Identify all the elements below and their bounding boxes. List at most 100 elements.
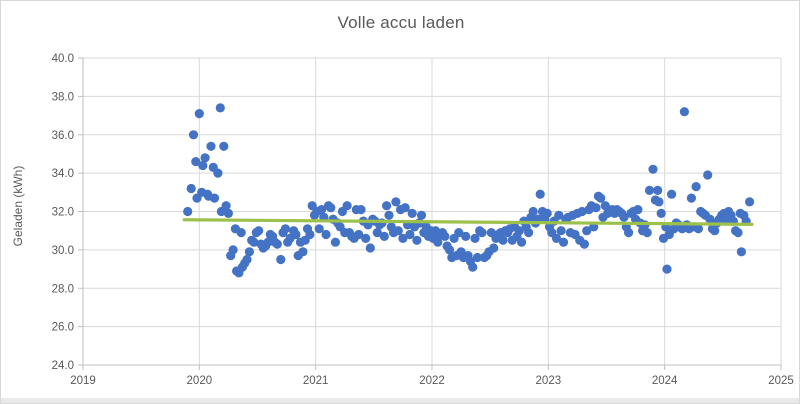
data-point — [215, 103, 225, 113]
data-point — [577, 206, 587, 217]
data-point — [198, 160, 208, 171]
data-point — [405, 229, 415, 240]
data-point — [633, 205, 643, 215]
data-point — [498, 235, 508, 245]
data-point — [206, 141, 216, 151]
data-point — [551, 233, 562, 243]
x-tick-label: 2022 — [419, 375, 445, 387]
data-point — [642, 228, 652, 238]
data-point — [254, 226, 264, 236]
data-point — [686, 193, 697, 203]
data-point — [472, 252, 482, 263]
data-point — [745, 197, 755, 207]
data-point — [372, 228, 382, 238]
data-point — [444, 245, 455, 255]
x-tick-label: 2021 — [303, 375, 329, 387]
data-point — [705, 214, 715, 224]
y-tick-label: 40.0 — [52, 53, 74, 65]
data-point — [624, 228, 634, 238]
data-point — [514, 226, 524, 236]
data-point — [662, 264, 672, 274]
x-tick-label: 2020 — [187, 375, 213, 387]
data-point — [654, 197, 664, 207]
data-point — [314, 224, 324, 234]
data-point — [433, 237, 443, 247]
data-point — [242, 254, 252, 265]
data-point — [384, 210, 394, 220]
y-tick-label: 36.0 — [52, 130, 74, 142]
data-point — [407, 208, 417, 218]
y-tick-label: 28.0 — [52, 283, 74, 295]
y-tick-label: 34.0 — [52, 168, 74, 180]
data-point — [354, 229, 364, 240]
data-point — [272, 239, 282, 249]
y-tick-label: 32.0 — [52, 207, 74, 219]
data-point — [733, 228, 743, 238]
data-point — [579, 239, 590, 249]
data-point — [305, 229, 315, 240]
data-point — [558, 237, 569, 247]
data-point — [517, 237, 527, 247]
data-point — [524, 228, 534, 238]
data-point — [382, 201, 392, 211]
data-point — [736, 247, 747, 257]
data-point — [656, 208, 666, 218]
data-point — [221, 201, 231, 211]
data-point — [361, 233, 371, 243]
data-point — [316, 205, 327, 215]
data-point — [653, 185, 663, 195]
y-tick-label: 30.0 — [52, 245, 74, 257]
data-point — [236, 228, 246, 238]
bottom-edge-strip — [1, 398, 799, 403]
trendline — [182, 218, 754, 226]
data-point — [468, 262, 478, 272]
data-point — [228, 245, 238, 255]
data-point — [393, 226, 403, 236]
data-point — [679, 107, 690, 117]
data-point — [554, 210, 564, 220]
data-point — [596, 193, 606, 203]
data-point — [391, 197, 401, 207]
chart-title: Volle accu laden — [337, 13, 465, 32]
data-point — [693, 224, 704, 234]
data-point — [582, 226, 592, 236]
data-point — [440, 231, 450, 241]
data-point — [194, 109, 204, 119]
data-point — [191, 157, 201, 167]
data-point — [244, 247, 254, 257]
data-point — [183, 206, 193, 217]
data-point — [528, 206, 538, 217]
data-point — [703, 170, 713, 180]
data-point — [691, 182, 701, 192]
data-point — [416, 210, 427, 220]
x-tick-label: 2023 — [536, 375, 562, 387]
data-point — [379, 231, 389, 241]
data-point — [276, 254, 286, 265]
data-point — [298, 247, 308, 257]
y-tick-label: 26.0 — [52, 322, 74, 334]
data-point — [291, 229, 301, 240]
data-point — [330, 237, 340, 247]
x-tick-label: 2024 — [652, 375, 678, 387]
data-point — [342, 201, 352, 211]
data-point — [219, 141, 229, 151]
data-point — [280, 224, 290, 234]
data-point — [412, 235, 422, 245]
data-point — [223, 208, 233, 218]
data-point — [326, 203, 336, 213]
data-point — [535, 189, 545, 199]
data-point — [556, 226, 566, 236]
x-tick-label: 2019 — [70, 375, 96, 387]
data-point — [213, 168, 223, 178]
data-point — [648, 164, 658, 174]
data-point — [591, 203, 601, 213]
y-tick-label: 24.0 — [52, 360, 74, 372]
data-point — [470, 233, 480, 243]
x-tick-label: 2025 — [768, 375, 794, 387]
data-point — [398, 233, 408, 243]
data-point — [188, 130, 199, 140]
data-point — [489, 243, 499, 253]
data-point — [186, 183, 196, 194]
data-point — [542, 208, 552, 218]
